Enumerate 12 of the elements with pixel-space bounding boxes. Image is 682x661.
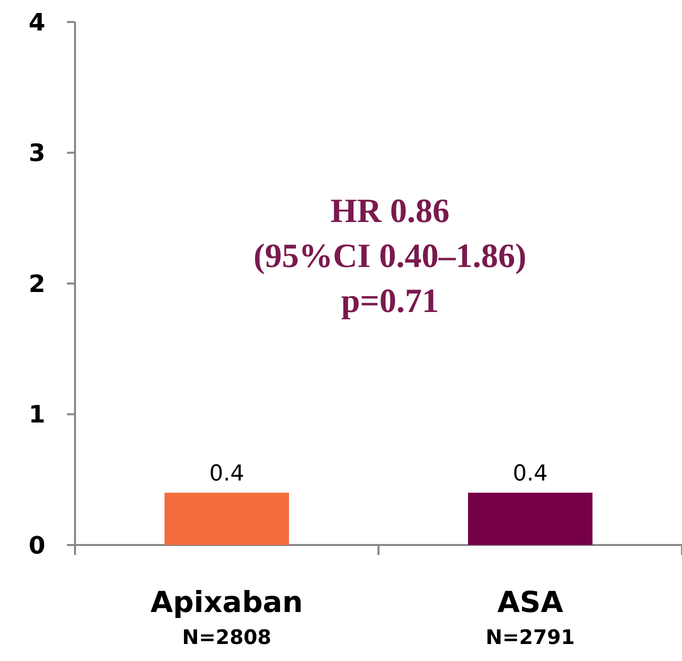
x-tick-label: Apixaban N=2808 [150, 585, 303, 649]
y-tick-label: 0 [28, 531, 46, 560]
data-label: 0.4 [209, 462, 244, 487]
y-tick-label: 4 [28, 8, 46, 36]
annotation: HR 0.86 [330, 193, 450, 230]
y-tick-label: 3 [28, 139, 46, 168]
annotation: p=0.71 [341, 283, 439, 320]
x-tick-label: ASA N=2791 [486, 585, 575, 649]
data-label: 0.4 [512, 462, 548, 487]
annotation: (95%CI 0.40–1.86) [254, 238, 526, 275]
y-tick-label: 2 [28, 270, 46, 298]
y-tick-label: 1 [28, 400, 46, 429]
